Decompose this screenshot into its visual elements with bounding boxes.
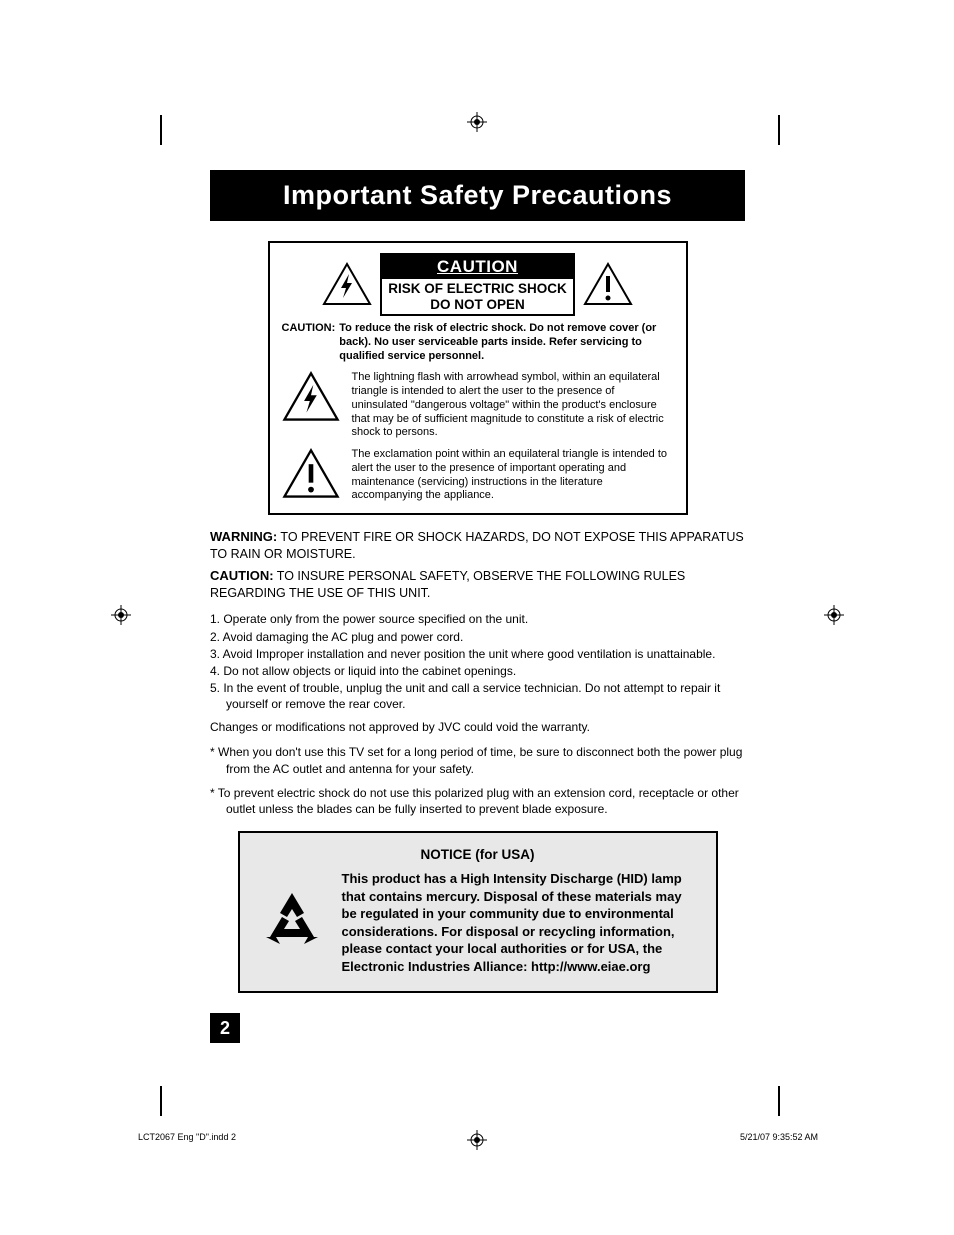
rule-item: 3. Avoid Improper installation and never…	[210, 646, 745, 662]
exclamation-triangle-icon	[282, 448, 340, 500]
registration-mark-icon	[824, 605, 844, 625]
caution-box: CAUTION RISK OF ELECTRIC SHOCK DO NOT OP…	[268, 241, 688, 515]
warning-block: WARNING: TO PREVENT FIRE OR SHOCK HAZARD…	[210, 529, 745, 562]
exclamation-triangle-icon	[583, 262, 633, 307]
page-content: Important Safety Precautions CAUTION RIS…	[210, 170, 745, 1043]
registration-mark-icon	[467, 112, 487, 132]
registration-mark-icon	[111, 605, 131, 625]
star-list: * When you don't use this TV set for a l…	[210, 744, 745, 817]
notice-box: NOTICE (for USA) This product has a High…	[238, 831, 718, 993]
lightning-triangle-icon	[282, 371, 340, 423]
warning-text: TO PREVENT FIRE OR SHOCK HAZARDS, DO NOT…	[210, 530, 744, 561]
footer-left: LCT2067 Eng "D".indd 2	[138, 1132, 236, 1142]
changes-text: Changes or modifications not approved by…	[210, 720, 745, 734]
lightning-triangle-icon	[322, 262, 372, 307]
footer-right: 5/21/07 9:35:52 AM	[740, 1132, 818, 1142]
caution-sub2: DO NOT OPEN	[388, 297, 567, 313]
page-number: 2	[210, 1013, 240, 1043]
caution2-text: TO INSURE PERSONAL SAFETY, OBSERVE THE F…	[210, 569, 685, 600]
recycle-icon	[256, 887, 328, 959]
footer: LCT2067 Eng "D".indd 2 5/21/07 9:35:52 A…	[138, 1132, 818, 1142]
caution-sub1: RISK OF ELECTRIC SHOCK	[388, 281, 567, 297]
lightning-description: The lightning flash with arrowhead symbo…	[352, 371, 674, 440]
caution2-block: CAUTION: TO INSURE PERSONAL SAFETY, OBSE…	[210, 568, 745, 601]
rule-item: 4. Do not allow objects or liquid into t…	[210, 663, 745, 679]
notice-title: NOTICE (for USA)	[256, 847, 700, 862]
caution-heading: CAUTION	[382, 255, 573, 279]
star-item: * When you don't use this TV set for a l…	[210, 744, 745, 776]
caution2-label: CAUTION:	[210, 568, 274, 583]
star-item: * To prevent electric shock do not use t…	[210, 785, 745, 817]
rules-list: 1. Operate only from the power source sp…	[210, 611, 745, 712]
rule-item: 1. Operate only from the power source sp…	[210, 611, 745, 627]
rule-item: 2. Avoid damaging the AC plug and power …	[210, 629, 745, 645]
rule-item: 5. In the event of trouble, unplug the u…	[210, 680, 745, 712]
exclamation-description: The exclamation point within an equilate…	[352, 448, 674, 503]
page-title: Important Safety Precautions	[210, 170, 745, 221]
caution-text-label: CAUTION:	[282, 322, 340, 363]
caution-text-body: To reduce the risk of electric shock. Do…	[339, 322, 673, 363]
crop-mark-bottom	[0, 1086, 954, 1116]
warning-label: WARNING:	[210, 529, 277, 544]
notice-text: This product has a High Intensity Discha…	[342, 870, 700, 975]
